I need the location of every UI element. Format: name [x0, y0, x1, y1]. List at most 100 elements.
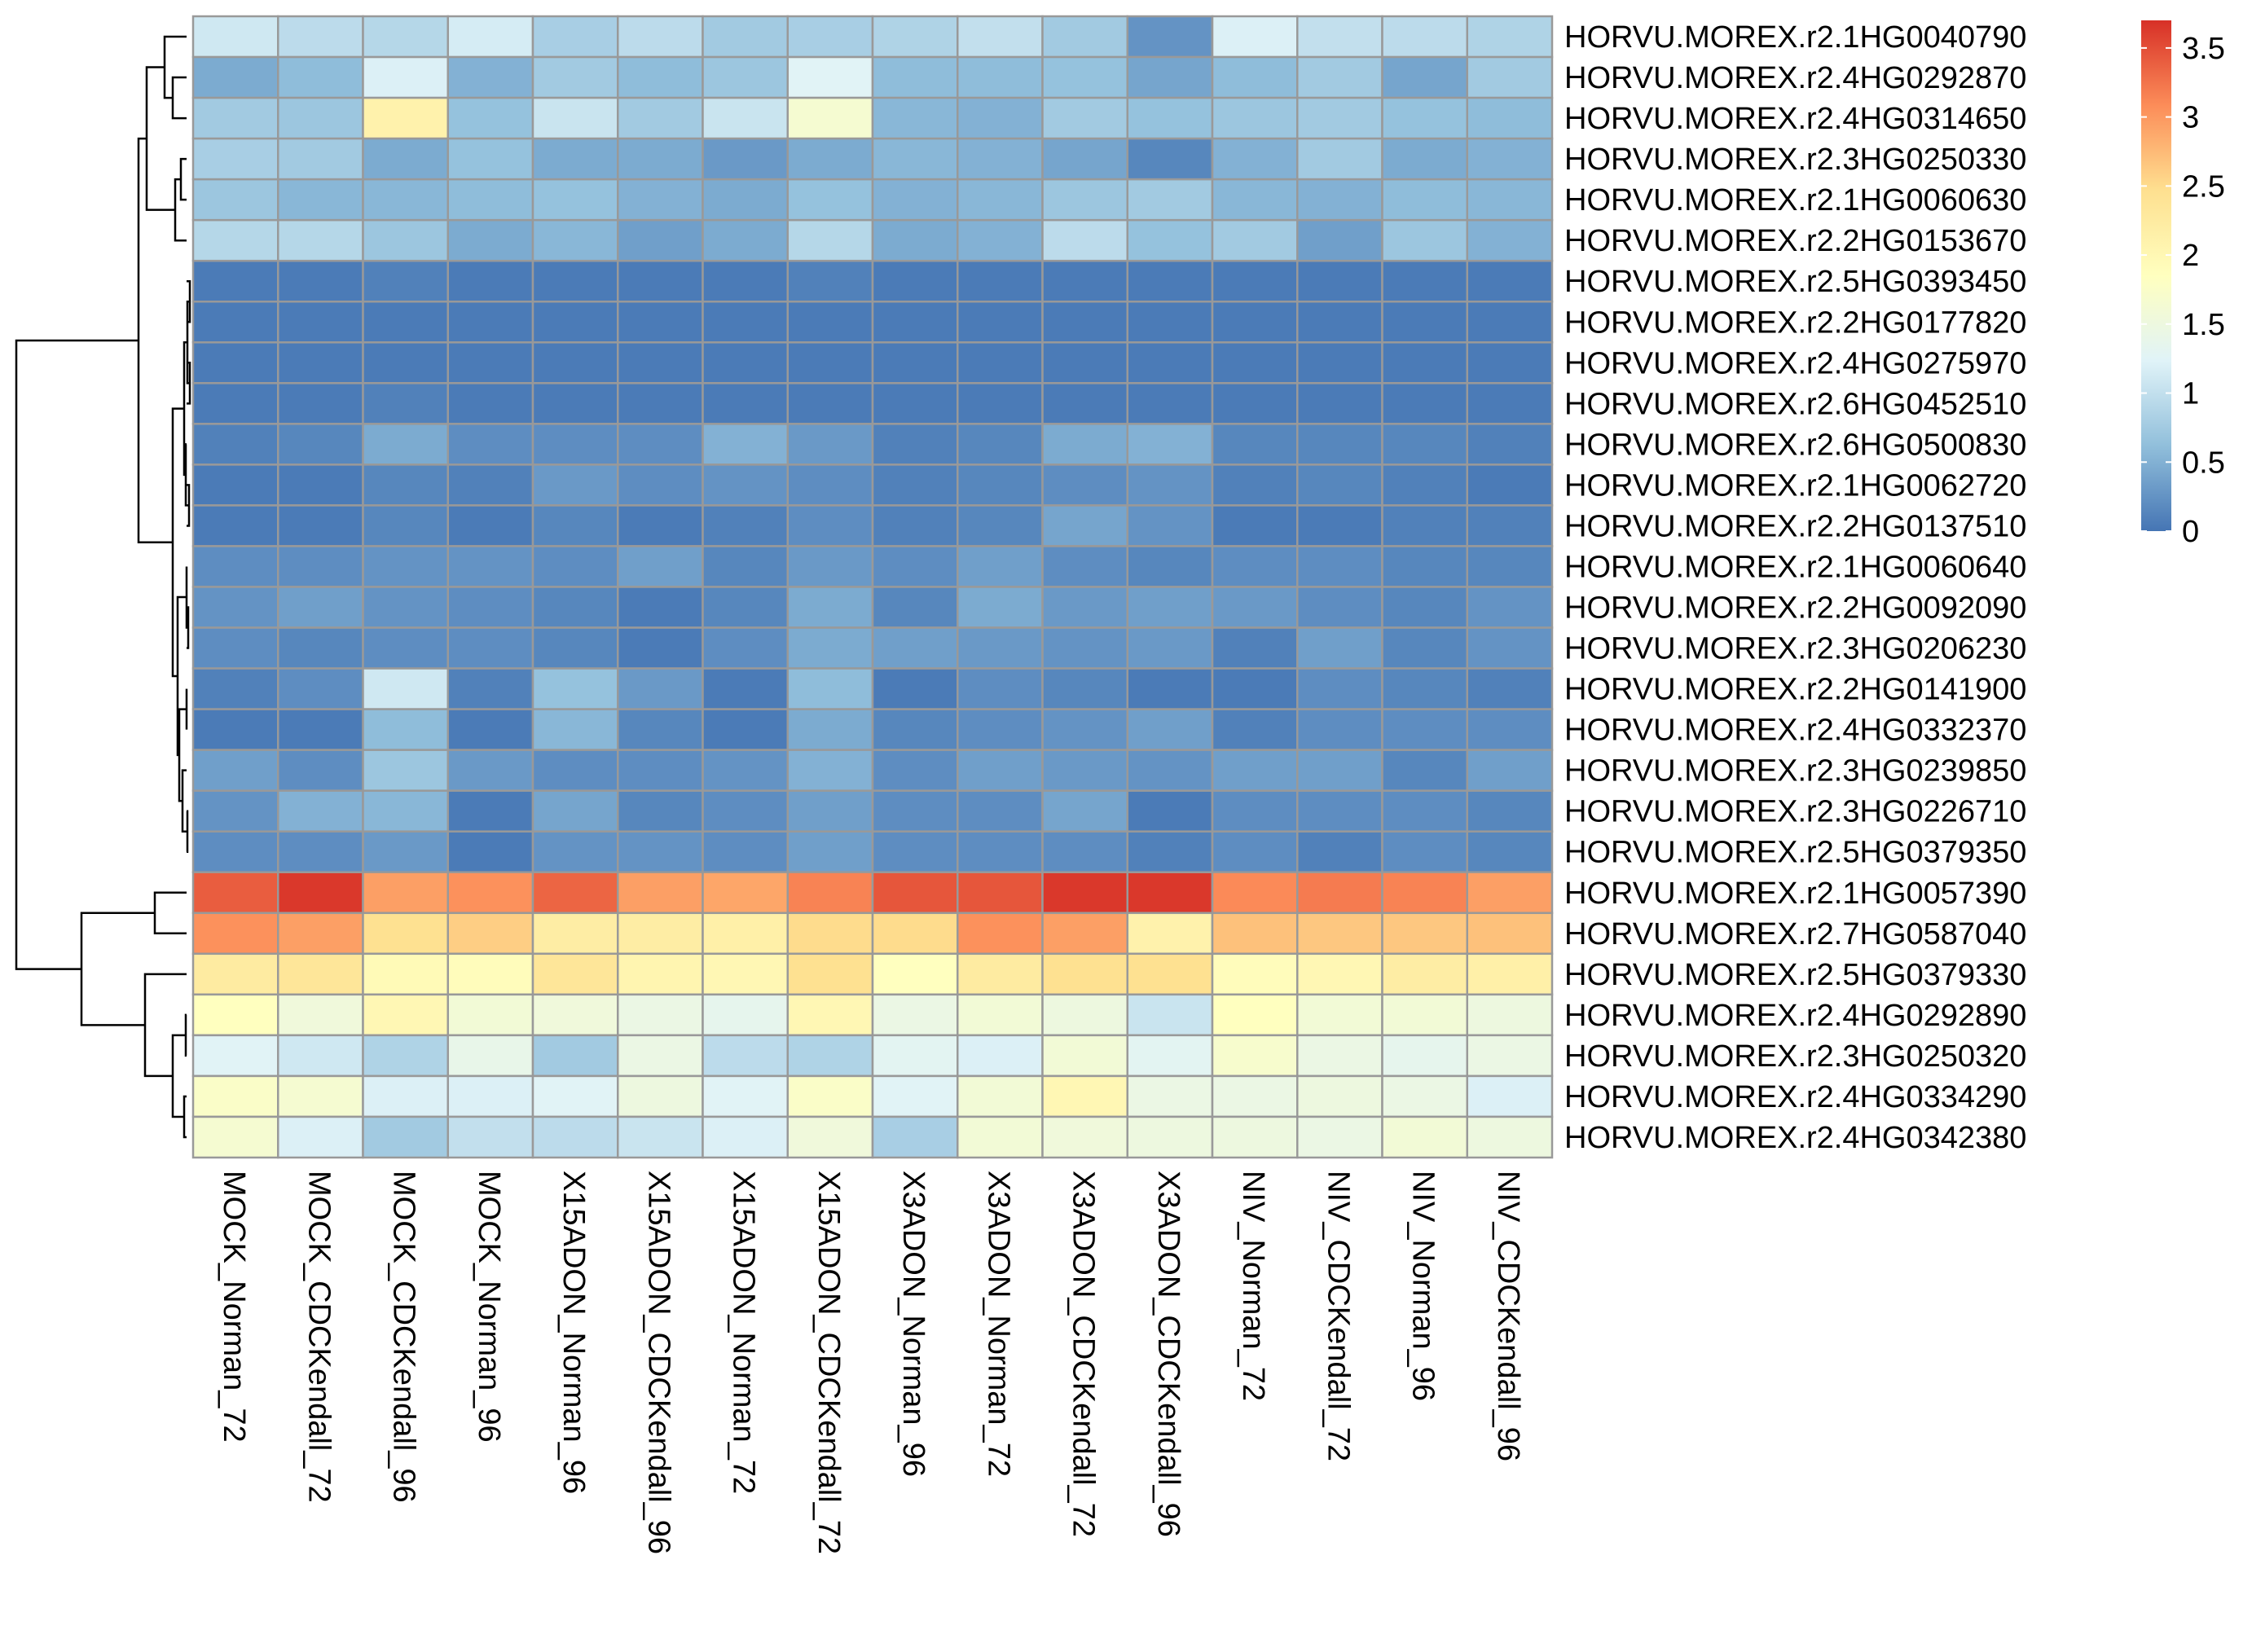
row-labels: HORVU.MOREX.r2.1HG0040790 HORVU.MOREX.r2.… [1564, 20, 2026, 1155]
heatmap-cell [786, 301, 874, 344]
heatmap-cell [277, 993, 364, 1037]
heatmap-cell [1126, 96, 1214, 140]
heatmap-cell [1381, 952, 1468, 996]
legend-tick-label: 2 [2182, 239, 2199, 273]
heatmap-cell [1041, 952, 1128, 996]
heatmap-cell [446, 708, 534, 751]
heatmap-cell [702, 749, 789, 792]
heatmap-cell [957, 55, 1044, 99]
heatmap-cell [1041, 464, 1128, 507]
heatmap-cell [786, 586, 874, 629]
heatmap-cell [446, 96, 534, 140]
heatmap-cell [191, 423, 279, 466]
heatmap-cell [1211, 912, 1299, 956]
column-label: MOCK_Norman_72 [217, 1171, 251, 1443]
legend-tick-label: 3 [2182, 101, 2199, 135]
heatmap-cell [531, 993, 619, 1037]
heatmap-cell [1211, 218, 1299, 262]
heatmap-cell [1466, 1034, 1554, 1078]
heatmap-cell [786, 993, 874, 1037]
heatmap-cell [1211, 55, 1299, 99]
heatmap-cell [1296, 952, 1383, 996]
heatmap-cell [617, 749, 704, 792]
heatmap-cell [617, 1115, 704, 1159]
heatmap-cell [1126, 912, 1214, 956]
heatmap-cell [277, 1074, 364, 1118]
heatmap-cell [1381, 1034, 1468, 1078]
heatmap-cell [786, 15, 874, 59]
row-label: HORVU.MOREX.r2.3HG0250330 [1564, 143, 2026, 177]
column-label: X3ADON_CDCKendall_96 [1151, 1171, 1185, 1537]
heatmap-cell [1126, 301, 1214, 344]
heatmap-cell [1466, 218, 1554, 262]
heatmap-cell [191, 55, 279, 99]
heatmap-cell [617, 382, 704, 425]
heatmap-cell [446, 749, 534, 792]
heatmap-cell [277, 55, 364, 99]
heatmap-cell [277, 218, 364, 262]
heatmap-cell [1041, 626, 1128, 670]
heatmap-cell [786, 626, 874, 670]
heatmap-cell [446, 1034, 534, 1078]
heatmap-cell [786, 137, 874, 181]
heatmap-cell [531, 178, 619, 222]
heatmap-cell [1466, 464, 1554, 507]
heatmap-cell [871, 626, 959, 670]
heatmap-cell [531, 708, 619, 751]
row-label: HORVU.MOREX.r2.3HG0206230 [1564, 632, 2026, 666]
heatmap-cell [871, 464, 959, 507]
heatmap-cell [191, 586, 279, 629]
heatmap-cell [1381, 871, 1468, 915]
heatmap-cell [446, 1115, 534, 1159]
row-label: HORVU.MOREX.r2.4HG0332370 [1564, 714, 2026, 748]
heatmap-cell [617, 830, 704, 874]
heatmap-cell [871, 667, 959, 710]
heatmap-cell [277, 912, 364, 956]
heatmap-cell [1211, 749, 1299, 792]
heatmap-cell [1211, 545, 1299, 588]
heatmap-cell [617, 667, 704, 710]
heatmap-cell [702, 586, 789, 629]
heatmap-cell [1126, 952, 1214, 996]
heatmap-cell [277, 789, 364, 833]
heatmap-cell [957, 218, 1044, 262]
column-label: NIV_Norman_96 [1406, 1171, 1440, 1401]
heatmap-cell [1296, 545, 1383, 588]
row-label: HORVU.MOREX.r2.2HG0141900 [1564, 673, 2026, 707]
heatmap-cell [446, 178, 534, 222]
heatmap-cell [1296, 464, 1383, 507]
heatmap-cell [362, 667, 449, 710]
heatmap-cell [277, 667, 364, 710]
heatmap-cell [871, 1034, 959, 1078]
heatmap-cell [1381, 96, 1468, 140]
legend-tick-label: 2.5 [2182, 169, 2225, 204]
heatmap-cell [1041, 871, 1128, 915]
heatmap-cell [277, 341, 364, 384]
heatmap-cell [871, 545, 959, 588]
heatmap-cell [617, 423, 704, 466]
heatmap-cell [1211, 96, 1299, 140]
heatmap-cell [362, 218, 449, 262]
heatmap-cell [1381, 137, 1468, 181]
heatmap-cell [1041, 15, 1128, 59]
heatmap-cell [1296, 626, 1383, 670]
heatmap-cell [1466, 137, 1554, 181]
heatmap-cell [531, 912, 619, 956]
heatmap-cell [362, 871, 449, 915]
heatmap-cell [191, 259, 279, 303]
heatmap-cell [786, 55, 874, 99]
heatmap-cell [1296, 504, 1383, 547]
heatmap-cell [1296, 341, 1383, 384]
heatmap-cell [1381, 423, 1468, 466]
heatmap-cell [957, 626, 1044, 670]
heatmap-cell [617, 952, 704, 996]
heatmap-cell [957, 586, 1044, 629]
row-label: HORVU.MOREX.r2.4HG0292870 [1564, 61, 2026, 95]
heatmap-cell [446, 545, 534, 588]
heatmap-cell [957, 545, 1044, 588]
heatmap-cell [277, 626, 364, 670]
heatmap-cell [957, 137, 1044, 181]
heatmap-cell [1381, 1115, 1468, 1159]
heatmap-cell [1466, 952, 1554, 996]
heatmap-cell [871, 586, 959, 629]
